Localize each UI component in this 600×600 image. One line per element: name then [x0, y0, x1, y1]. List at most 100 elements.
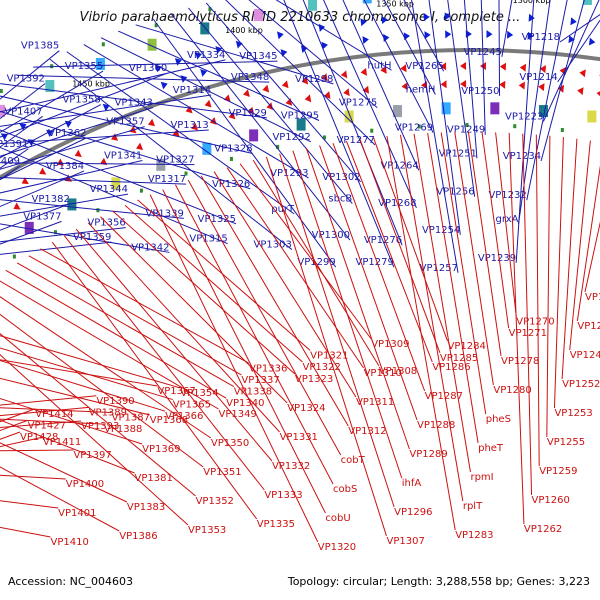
gene-leader-line [0, 126, 145, 170]
gene-leader-line [28, 255, 242, 376]
gene-leader-line [275, 0, 392, 71]
gene-leader-line [66, 51, 295, 215]
gene-label: VP1262 [524, 524, 562, 535]
gene-label: VP1314 [173, 85, 211, 96]
forward-gene-arrow [360, 18, 367, 27]
gene-leader-line [413, 133, 471, 473]
reverse-gene-arrow [518, 81, 525, 90]
kbp-tick-label: 1450 kbp [72, 80, 110, 89]
gene-leader-line [0, 526, 51, 538]
gene-label: VP1287 [425, 391, 463, 402]
gene-label: VP1362 [48, 128, 86, 139]
gene-label: VP1401 [58, 508, 96, 519]
gene-label: VP1277 [337, 135, 375, 146]
gene-leader-line [0, 148, 29, 169]
gene-leader-line [0, 500, 59, 509]
reverse-gene-arrow [148, 118, 156, 127]
gene-leader-line [0, 395, 97, 406]
gene-label: VP1326 [212, 179, 250, 190]
gene-label: VP1296 [394, 507, 432, 518]
reverse-gene-arrow [519, 63, 527, 72]
gene-label: hutH [367, 60, 391, 71]
gene-label: VP1386 [119, 531, 157, 542]
feature-block [202, 142, 212, 155]
reverse-gene-arrow [596, 91, 600, 97]
gene-label: pheT [478, 443, 504, 454]
gene-leader-line [205, 2, 361, 183]
gene-leader-line [0, 347, 173, 401]
gene-leader-line [522, 133, 533, 496]
gene-label: VP1328 [214, 143, 252, 154]
reverse-gene-arrow [362, 85, 370, 94]
gene-leader-line [0, 354, 189, 526]
reverse-gene-arrow [204, 99, 212, 108]
gene-leader-line [0, 407, 112, 414]
reverse-gene-arrow [440, 80, 447, 89]
gene-label: VP1254 [422, 225, 460, 236]
reverse-gene-arrow [191, 122, 199, 131]
gene-leader-line [40, 248, 250, 364]
gene-leader-line [0, 203, 71, 231]
green-tick-mark [12, 254, 16, 259]
forward-gene-arrow [174, 58, 182, 66]
gene-leader-line [454, 132, 494, 386]
gene-label: VP1260 [532, 495, 570, 506]
feature-block [582, 0, 592, 5]
feature-block [308, 0, 318, 11]
gene-leader-line [383, 0, 436, 95]
gene-leader-line [5, 269, 227, 399]
gene-label: VP1348 [231, 72, 269, 83]
reverse-gene-arrow [172, 129, 180, 137]
gene-leader-line [480, 0, 486, 135]
gene-label: VP1298 [295, 74, 333, 85]
gene-label: VP1308 [379, 366, 417, 377]
gene-leader-line [100, 216, 288, 404]
gene-leader-line [427, 132, 479, 444]
gene-label: VP1302 [322, 172, 360, 183]
forward-gene-arrow [445, 30, 452, 39]
gene-leader-line [467, 131, 502, 357]
gene-label: pheS [486, 414, 511, 425]
reverse-gene-arrow [499, 80, 506, 89]
gene-label: VP1270 [516, 317, 554, 328]
gene-label: hemH [406, 84, 436, 95]
reverse-gene-arrow [460, 62, 467, 71]
gene-label: VP1218 [522, 32, 560, 43]
gene-leader-line [508, 132, 525, 525]
gene-leader-line [498, 0, 501, 96]
gene-leader-line [0, 137, 87, 181]
gene-leader-line [0, 94, 212, 127]
gene-label: VP1400 [66, 479, 104, 490]
gene-leader-line [526, 0, 568, 201]
gene-label: VP1366 [165, 411, 203, 422]
gene-leader-line [162, 189, 326, 514]
forward-gene-arrow [195, 51, 202, 60]
gene-label: VP1341 [104, 151, 142, 162]
feature-block [95, 57, 105, 70]
gene-leader-line [252, 159, 380, 367]
gene-label: VP1311 [356, 397, 394, 408]
gene-label: VP1223 [505, 112, 543, 123]
reverse-gene-arrow [39, 167, 47, 175]
feature-block [296, 118, 306, 131]
gene-label: VP1390 [96, 396, 134, 407]
gene-label: VP1332 [272, 461, 310, 472]
gene-label: VP1360 [129, 63, 167, 74]
gene-label: VP1391 [0, 139, 28, 150]
gene-label: VP1381 [135, 473, 173, 484]
gene-leader-line [0, 377, 150, 416]
gene-leader-line [83, 44, 309, 179]
gene-label: VP1345 [239, 51, 277, 62]
kbp-tick-label: 1350 kbp [376, 0, 414, 9]
gene-leader-line [0, 107, 154, 157]
reverse-gene-arrow [185, 105, 193, 114]
gene-label: VP1359 [73, 232, 111, 243]
forward-gene-arrow [570, 17, 577, 26]
gene-label: VP1384 [46, 161, 84, 172]
gene-leader-line [495, 132, 517, 317]
gene-label: VP1340 [226, 398, 264, 409]
gene-leader-line [175, 184, 334, 485]
gene-leader-line [584, 221, 600, 293]
gene-label: VP1343 [115, 98, 153, 109]
gene-leader-line [0, 95, 253, 154]
